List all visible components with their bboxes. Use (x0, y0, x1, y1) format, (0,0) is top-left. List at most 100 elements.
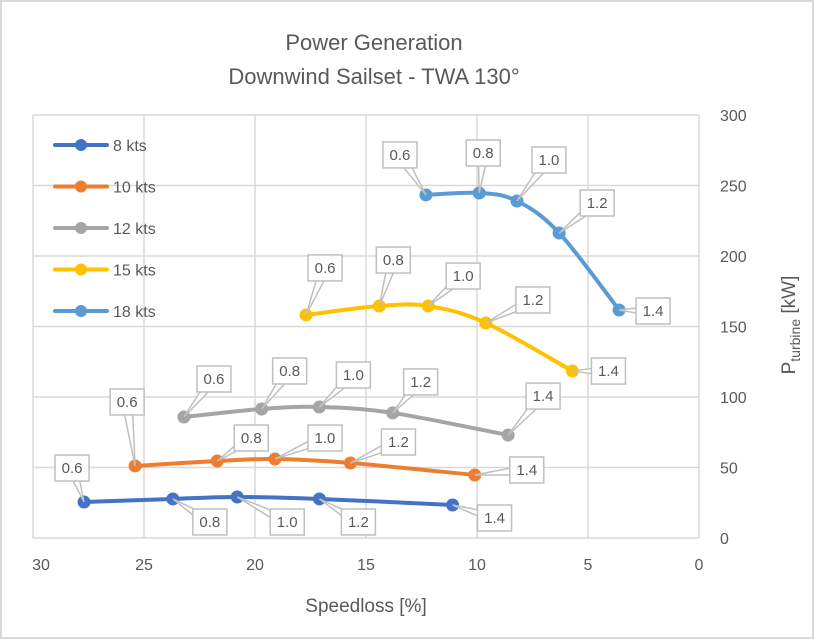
data-label: 1.2 (350, 428, 417, 464)
data-label: 1.0 (516, 146, 567, 202)
x-tick-label: 5 (584, 557, 593, 574)
data-label-box (635, 297, 671, 325)
data-label-box (54, 454, 90, 482)
data-label-box (340, 508, 377, 536)
y-axis-title: Pturbine [kW] (779, 276, 803, 375)
data-labels: 0.6 0.8 1.0 1.2 1.4 0.6 0.8 1.0 1.2 1.4 0.6 0.8 1.0 1… (54, 139, 671, 536)
legend-label: 18 kts (113, 304, 156, 321)
data-label: 1.2 (318, 498, 377, 536)
data-label: 1.2 (392, 368, 439, 414)
legend-label: 12 kts (113, 221, 156, 238)
series-line (304, 302, 575, 374)
legend-marker (75, 222, 87, 234)
y-tick-label: 0 (720, 531, 729, 548)
data-label-text: 1.0 (315, 430, 336, 447)
y-tick-labels: 0 50 100 150 200 250 300 (720, 108, 747, 548)
data-label-text: 1.4 (598, 363, 619, 380)
x-tick-label: 15 (357, 557, 375, 574)
y-tick-label: 200 (720, 249, 747, 266)
x-tick-label: 30 (32, 557, 50, 574)
y-axis-title-unit: [kW] (779, 276, 800, 319)
data-label-box (192, 508, 228, 536)
x-axis-title: Speedloss [%] (305, 596, 426, 617)
data-label-text: 1.4 (643, 303, 664, 320)
data-label-box (402, 368, 439, 396)
data-label-text: 0.8 (241, 430, 262, 447)
data-label-text: 0.6 (204, 371, 225, 388)
legend-item[interactable]: 12 kts (53, 221, 156, 238)
data-label-text: 0.6 (117, 394, 138, 411)
data-label-box (531, 146, 567, 174)
data-label-text: 1.2 (522, 292, 543, 309)
data-label-text: 0.8 (383, 252, 404, 269)
x-tick-label: 0 (695, 557, 704, 574)
data-label-text: 0.6 (62, 460, 83, 477)
data-label: 1.4 (572, 357, 627, 385)
data-label-box (382, 141, 418, 169)
data-label-text: 1.0 (277, 514, 298, 531)
data-label: 0.6 (54, 454, 90, 503)
legend-item[interactable]: 15 kts (53, 263, 156, 280)
data-label: 1.2 (485, 286, 551, 324)
data-label-text: 0.8 (199, 514, 220, 531)
x-tick-label: 10 (468, 557, 486, 574)
data-label: 0.8 (216, 424, 270, 462)
gridlines (32, 114, 700, 539)
data-label-box (269, 508, 305, 536)
data-label-text: 1.4 (533, 388, 554, 405)
data-label-box (579, 189, 615, 217)
legend-item[interactable]: 8 kts (53, 138, 147, 155)
data-label: 1.4 (474, 456, 545, 484)
data-label: 1.0 (427, 262, 481, 307)
y-tick-label: 300 (720, 108, 747, 125)
data-label-text: 1.2 (348, 514, 369, 531)
data-label-box (445, 262, 481, 290)
data-label: 1.4 (618, 297, 671, 325)
data-label-box (515, 286, 551, 314)
legend: 8 kts 10 kts 12 kts 15 kts 18 kts (53, 138, 156, 321)
data-label: 1.0 (318, 361, 372, 408)
legend-marker (75, 263, 87, 276)
data-label: 0.8 (172, 498, 228, 536)
legend-label: 8 kts (113, 138, 147, 155)
data-label-text: 1.2 (388, 434, 409, 451)
data-label-box (525, 382, 561, 410)
legend-item[interactable]: 10 kts (53, 180, 156, 197)
legend-label: 10 kts (113, 180, 156, 197)
y-tick-label: 100 (720, 390, 747, 407)
data-label-box (509, 456, 545, 484)
data-label-text: 1.0 (539, 152, 560, 169)
data-label-text: 0.8 (473, 145, 494, 162)
data-label-box (375, 246, 412, 274)
chart-subtitle: Downwind Sailset - TWA 130° (228, 64, 519, 89)
data-label-box (465, 139, 501, 167)
legend-marker (75, 305, 87, 317)
data-label: 0.8 (375, 246, 412, 307)
chart-title: Power Generation (285, 30, 462, 55)
data-label: 0.6 (109, 388, 145, 467)
data-label: 1.4 (452, 504, 513, 532)
legend-marker (75, 139, 87, 151)
legend-item[interactable]: 18 kts (53, 304, 156, 321)
data-label-box (196, 365, 232, 393)
data-label-text: 0.8 (279, 363, 300, 380)
legend-label: 15 kts (113, 263, 156, 280)
series-line (82, 494, 455, 508)
data-label: 0.6 (183, 365, 232, 418)
data-label-text: 0.6 (315, 260, 336, 277)
x-tick-labels: 30 25 20 15 10 5 0 (32, 557, 703, 574)
data-label-box (233, 424, 270, 452)
data-label-text: 1.0 (453, 268, 474, 285)
data-label: 1.0 (236, 496, 305, 536)
y-axis-title-main: P (779, 362, 800, 375)
data-label-box (476, 504, 513, 532)
y-tick-label: 250 (720, 179, 747, 196)
data-label-text: 1.4 (484, 510, 505, 527)
data-label-text: 0.6 (390, 147, 411, 164)
data-label-box (307, 254, 343, 282)
x-tick-label: 25 (135, 557, 153, 574)
data-label-box (271, 357, 308, 385)
data-label-box (109, 388, 145, 416)
